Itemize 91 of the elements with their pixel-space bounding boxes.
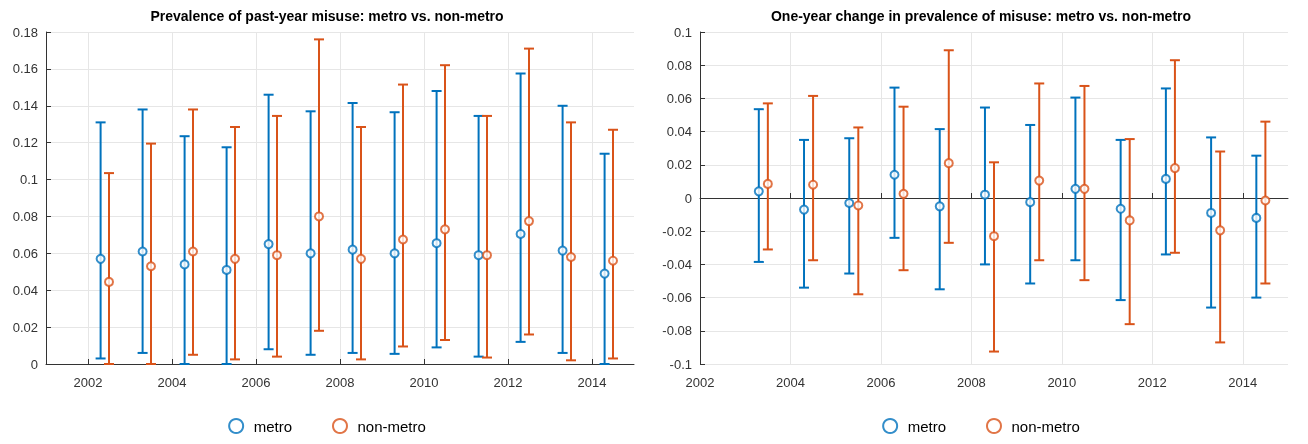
point bbox=[566, 252, 576, 263]
point bbox=[95, 253, 106, 264]
x-tick-label: 2010 bbox=[409, 375, 439, 390]
x-tick-label: 2004 bbox=[776, 375, 805, 390]
point bbox=[753, 186, 764, 197]
point bbox=[221, 264, 232, 275]
y-tick-label: 0.08 bbox=[666, 57, 692, 73]
chart-title: Prevalence of past-year misuse: metro vs. non-metro bbox=[150, 8, 504, 24]
y-tick-label: 0 bbox=[30, 356, 38, 372]
point bbox=[1115, 203, 1126, 214]
legend-label: metro bbox=[907, 417, 946, 435]
point bbox=[599, 268, 610, 279]
point bbox=[608, 255, 618, 266]
x-tick-label: 2010 bbox=[1047, 375, 1077, 390]
legend-label: metro bbox=[253, 417, 292, 435]
point bbox=[1079, 183, 1090, 194]
point bbox=[1206, 207, 1217, 218]
y-tick-label: -0.1 bbox=[669, 356, 692, 372]
point bbox=[1160, 173, 1171, 184]
y-tick-label: 0.04 bbox=[12, 282, 38, 298]
point bbox=[389, 248, 400, 259]
point bbox=[1034, 175, 1045, 186]
y-tick-label: 0.08 bbox=[12, 208, 38, 224]
point bbox=[979, 189, 990, 200]
point bbox=[1169, 163, 1180, 174]
point bbox=[230, 253, 240, 264]
x-tick-label: 2006 bbox=[866, 375, 896, 390]
point bbox=[431, 238, 442, 249]
point bbox=[762, 178, 773, 189]
point bbox=[473, 250, 484, 261]
point bbox=[1025, 197, 1036, 208]
x-tick-label: 2002 bbox=[685, 375, 715, 390]
point bbox=[179, 259, 190, 270]
x-tick-label: 2012 bbox=[1137, 375, 1167, 390]
point bbox=[272, 250, 282, 261]
y-tick-label: 0 bbox=[684, 190, 692, 206]
chart-title: One-year change in prevalence of misuse: metro vs. non-metro bbox=[770, 8, 1192, 24]
y-tick-label: 0.02 bbox=[12, 319, 38, 335]
point bbox=[188, 246, 198, 257]
point bbox=[557, 245, 568, 256]
point bbox=[482, 250, 492, 261]
point bbox=[398, 234, 408, 245]
point bbox=[799, 204, 810, 215]
y-tick-label: 0.02 bbox=[666, 157, 692, 173]
x-tick-label: 2006 bbox=[241, 375, 271, 390]
point bbox=[137, 246, 148, 257]
point bbox=[898, 188, 909, 199]
x-tick-label: 2012 bbox=[493, 375, 523, 390]
point bbox=[314, 211, 324, 222]
y-tick-label: -0.02 bbox=[662, 223, 692, 239]
point bbox=[440, 224, 450, 235]
point bbox=[943, 158, 954, 169]
point bbox=[844, 197, 855, 208]
point bbox=[989, 231, 999, 242]
y-tick-label: -0.08 bbox=[662, 323, 692, 339]
y-tick-label: 0.06 bbox=[12, 245, 38, 261]
point bbox=[808, 179, 819, 190]
point bbox=[146, 261, 156, 272]
x-tick-label: 2008 bbox=[325, 375, 355, 390]
legend-label: non-metro bbox=[1011, 417, 1080, 435]
y-tick-label: 0.16 bbox=[12, 61, 38, 77]
x-tick-label: 2002 bbox=[73, 375, 103, 390]
point bbox=[104, 276, 114, 287]
point bbox=[515, 228, 526, 239]
x-tick-label: 2008 bbox=[956, 375, 986, 390]
point bbox=[853, 200, 864, 211]
point bbox=[356, 253, 366, 264]
point bbox=[1251, 212, 1262, 223]
legend-label: non-metro bbox=[357, 417, 426, 435]
y-tick-label: 0.06 bbox=[666, 90, 692, 106]
point bbox=[305, 248, 316, 259]
y-tick-label: 0.12 bbox=[12, 135, 38, 151]
point bbox=[889, 169, 900, 180]
y-tick-label: 0.18 bbox=[12, 24, 38, 40]
point bbox=[347, 244, 358, 255]
x-tick-label: 2014 bbox=[1228, 375, 1258, 390]
y-tick-label: 0.1 bbox=[19, 172, 38, 188]
point bbox=[263, 239, 274, 250]
x-tick-label: 2004 bbox=[157, 375, 187, 390]
y-tick-label: -0.06 bbox=[662, 290, 692, 306]
y-tick-label: 0.14 bbox=[12, 98, 38, 114]
y-tick-label: -0.04 bbox=[662, 256, 692, 272]
point bbox=[1070, 183, 1081, 194]
x-tick-label: 2014 bbox=[577, 375, 607, 390]
y-tick-label: 0.1 bbox=[673, 24, 692, 40]
point bbox=[1124, 215, 1135, 226]
point bbox=[934, 201, 945, 212]
point bbox=[1260, 195, 1271, 206]
y-tick-label: 0.04 bbox=[666, 124, 692, 140]
point bbox=[1215, 225, 1226, 236]
point bbox=[524, 216, 534, 227]
